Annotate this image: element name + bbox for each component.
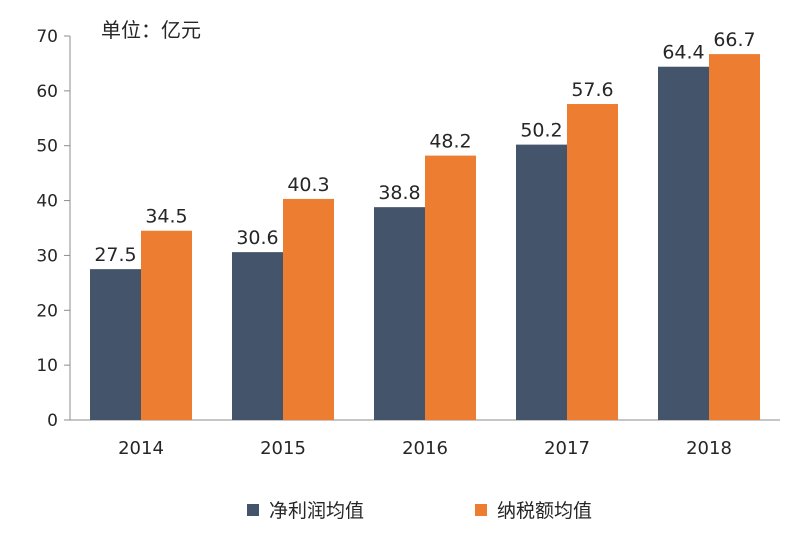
data-label-series-0: 27.5 [94, 244, 136, 266]
data-label-series-1: 48.2 [429, 131, 471, 153]
x-tick-label: 2016 [402, 438, 448, 459]
y-tick-label: 20 [36, 301, 58, 321]
data-label-series-0: 38.8 [378, 182, 420, 204]
data-label-series-1: 40.3 [287, 174, 329, 196]
x-tick-label: 2018 [686, 438, 732, 459]
unit-label: 单位：亿元 [101, 18, 201, 42]
chart-plot: 0 10 20 30 40 50 60 70 27.5 34.5 30.6 40.3 38.8 48.2… [36, 27, 780, 459]
data-label-series-1: 57.6 [571, 79, 613, 101]
legend-swatch-series-1 [475, 503, 487, 516]
legend-label-series-1: 纳税额均值 [497, 500, 593, 522]
x-tick-label: 2015 [260, 438, 306, 459]
bar-series-1 [425, 155, 476, 421]
bar-series-0 [90, 269, 141, 420]
x-labels: 2014 2015 2016 2017 2018 [118, 438, 732, 459]
bar-series-1 [567, 104, 618, 420]
y-tick-label: 70 [36, 27, 58, 47]
data-label-series-0: 30.6 [236, 227, 278, 249]
y-tick-label: 30 [36, 246, 58, 266]
bar-series-0 [658, 66, 709, 420]
bar-series-0 [516, 144, 567, 421]
data-label-series-1: 66.7 [713, 29, 755, 51]
bar-series-1 [141, 230, 192, 420]
bars [90, 54, 760, 421]
y-tick-label: 10 [36, 356, 58, 376]
bar-series-1 [709, 54, 760, 421]
y-tick-label: 0 [47, 411, 58, 431]
bar-series-1 [283, 198, 334, 420]
y-tick-label: 40 [36, 192, 58, 212]
data-label-series-0: 50.2 [520, 120, 562, 142]
y-ticks: 0 10 20 30 40 50 60 70 [36, 27, 70, 431]
data-label-series-1: 34.5 [145, 206, 187, 228]
bar-series-0 [232, 252, 283, 420]
legend-item-series-0: 净利润均值 [247, 496, 364, 523]
legend-swatch-series-0 [247, 503, 259, 516]
x-tick-label: 2014 [118, 438, 164, 459]
bar-series-0 [374, 207, 425, 420]
legend-label-series-0: 净利润均值 [269, 500, 365, 522]
y-tick-label: 60 [36, 82, 58, 102]
legend-item-series-1: 纳税额均值 [475, 496, 592, 523]
x-tick-label: 2017 [544, 438, 590, 459]
value-labels: 27.5 34.5 30.6 40.3 38.8 48.2 50.2 57.6 64.4 66.7 [94, 29, 755, 266]
data-label-series-0: 64.4 [662, 42, 704, 64]
y-tick-label: 50 [36, 137, 58, 157]
